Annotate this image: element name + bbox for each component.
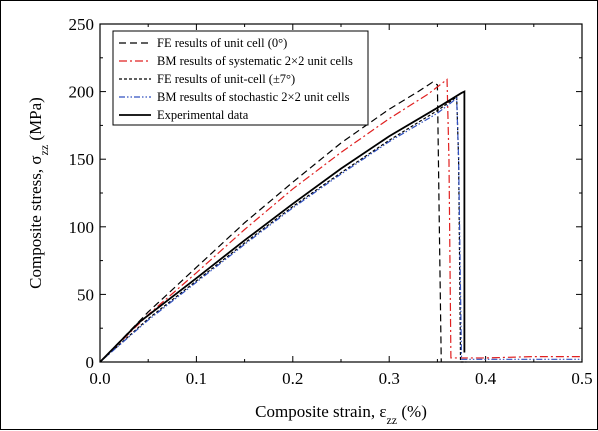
y-tick-label: 50 [77, 285, 94, 304]
series-line-3 [99, 95, 467, 363]
x-tick-label: 0.3 [379, 369, 400, 388]
x-tick-label: 0.4 [475, 369, 497, 388]
y-tick-label: 100 [69, 218, 95, 237]
legend: FE results of unit cell (0°) BM results o… [112, 30, 369, 126]
plot-area-border [99, 23, 583, 363]
legend-label-1: FE results of unit cell (0°) [157, 36, 287, 50]
x-tick-label: 0.0 [89, 369, 110, 388]
series-line-4 [99, 97, 582, 363]
x-axis-label: Composite strain, εzz (%) [255, 402, 427, 427]
y-tick-label: 200 [69, 83, 95, 102]
x-tick-label: 0.5 [571, 369, 592, 388]
series-line-2 [99, 78, 582, 363]
y-axis-label: Composite stress, σzz (MPa) [26, 97, 51, 289]
x-tick-label: 0.2 [282, 369, 303, 388]
y-tick-label: 250 [69, 15, 95, 34]
y-tick-label: 150 [69, 150, 95, 169]
legend-label-3: FE results of unit-cell (±7°) [157, 72, 295, 86]
x-tick-label: 0.1 [186, 369, 207, 388]
series-line-5 [99, 90, 466, 363]
legend-label-4: BM results of stochastic 2×2 unit cells [157, 90, 350, 104]
legend-label-2: BM results of systematic 2×2 unit cells [157, 54, 353, 68]
y-tick-label: 0 [86, 353, 95, 372]
legend-box [112, 30, 369, 126]
legend-label-5: Experimental data [157, 108, 249, 122]
